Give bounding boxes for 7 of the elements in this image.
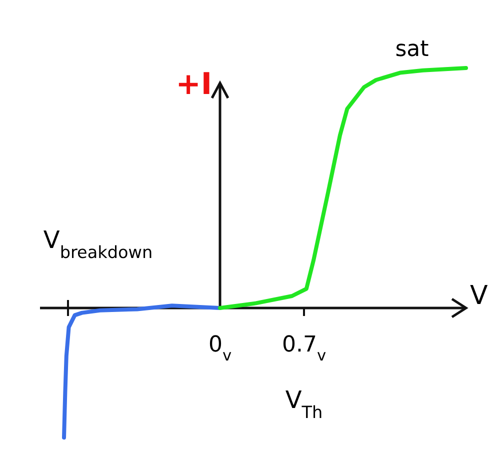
annotation: V$_{breakdown}$ bbox=[43, 226, 153, 262]
annotation: sat bbox=[395, 37, 430, 62]
y-axis-title: +I bbox=[176, 67, 212, 102]
x-axis-title: V bbox=[470, 281, 488, 311]
annotation: V$_{Th}$ bbox=[285, 386, 323, 422]
x-tick-label: 0.7$_{v}$ bbox=[282, 332, 326, 365]
x-tick-label: 0$_{v}$ bbox=[208, 332, 232, 365]
